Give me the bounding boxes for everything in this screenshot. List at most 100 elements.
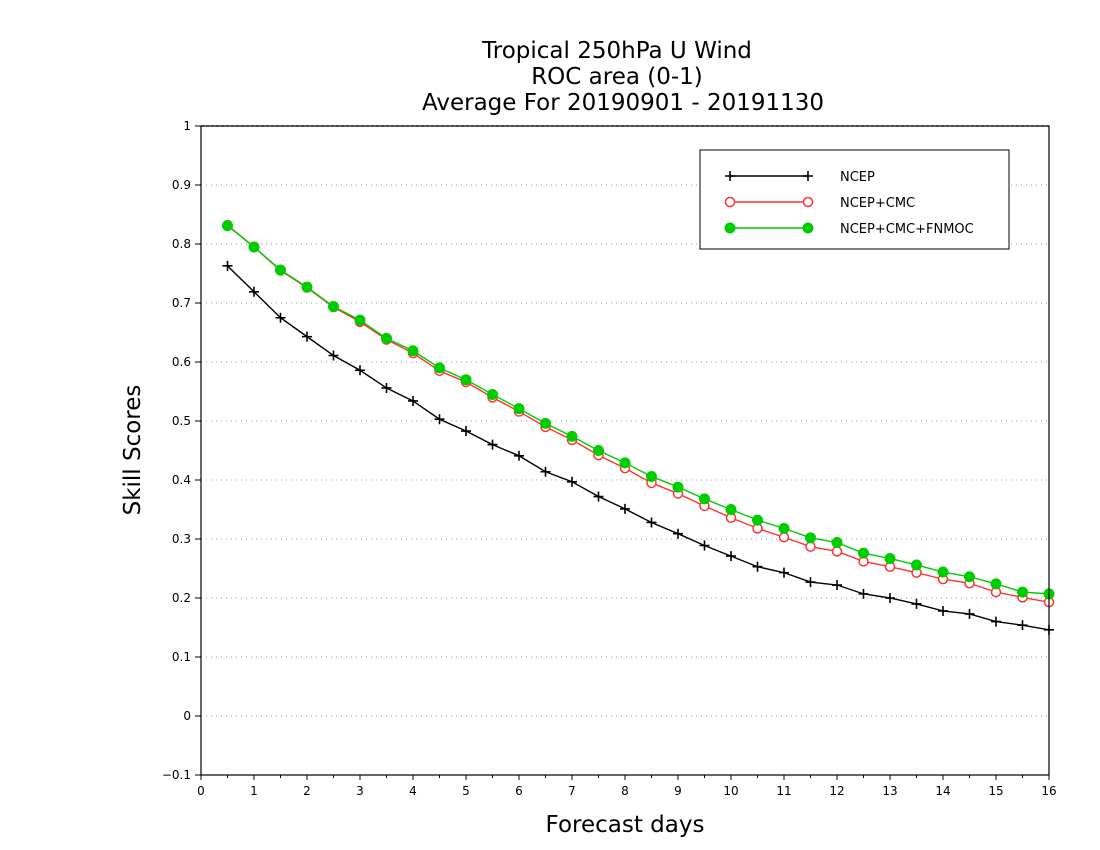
data-point-ncep [461, 426, 471, 437]
data-point-ncep-cmc [778, 531, 790, 543]
data-point-ncep [938, 605, 948, 616]
data-point-ncep [752, 561, 763, 572]
legend-label: NCEP [840, 170, 875, 185]
data-point-ncep [249, 286, 259, 297]
data-point-ncep [964, 608, 975, 619]
y-tick-label: 0 [183, 709, 191, 723]
title-line-2: ROC area (0-1) [531, 64, 703, 90]
data-point-ncep-cmc-fnmoc [619, 457, 631, 469]
data-point-ncep [699, 540, 710, 551]
x-tick-label: 6 [515, 784, 523, 798]
data-point-ncep-cmc-fnmoc [884, 552, 896, 564]
legend: NCEP NCEP+CMC NCEP+CMC+FNMOC [699, 149, 1010, 250]
y-tick-label: 1 [183, 119, 191, 133]
legend-label: NCEP+CMC+FNMOC [840, 222, 974, 237]
x-tick-label: 2 [303, 784, 311, 798]
x-tick-label: 0 [197, 784, 205, 798]
data-point-ncep-cmc-fnmoc [964, 571, 975, 583]
data-point-ncep [805, 577, 816, 588]
series-line-ncep-cmc-fnmoc [227, 225, 1050, 595]
legend-item-ncep-cmc: NCEP+CMC [724, 196, 915, 211]
y-tick-label: 0.6 [172, 355, 191, 369]
y-tick-label: 0.2 [172, 591, 191, 605]
legend-marker [803, 171, 813, 181]
data-point-ncep [885, 593, 895, 603]
data-point-ncep-cmc-fnmoc [805, 532, 816, 544]
data-point-ncep-cmc-fnmoc [407, 345, 419, 357]
data-point-ncep [487, 439, 498, 450]
legend-box [699, 149, 1010, 250]
data-point-ncep [355, 365, 365, 376]
data-point-ncep [991, 616, 1001, 627]
legend-marker [724, 196, 736, 208]
data-point-ncep [620, 503, 630, 514]
data-point-ncep-cmc-fnmoc [540, 417, 551, 429]
data-point-ncep-cmc [805, 541, 816, 552]
data-point-ncep-cmc-fnmoc [858, 547, 869, 559]
data-point-ncep [275, 312, 286, 323]
data-point-ncep-cmc-fnmoc [222, 220, 233, 232]
data-point-ncep [593, 491, 604, 502]
data-point-ncep [381, 382, 392, 393]
x-tick-label: 12 [829, 784, 844, 798]
data-point-ncep-cmc-fnmoc [1017, 586, 1028, 598]
y-axis-ticks: −0.1 0 0.1 0.2 0.3 0.4 0.5 0.6 0.7 0.8 0.9 1 [162, 119, 201, 782]
y-axis-label: Skill Scores [120, 385, 146, 516]
y-tick-label: 0.4 [172, 473, 191, 487]
series-line-ncep-cmc [227, 224, 1050, 603]
y-tick-label: −0.1 [162, 768, 191, 782]
legend-marker [724, 222, 736, 234]
data-point-ncep-cmc-fnmoc [460, 374, 472, 386]
y-tick-label: 0.1 [172, 650, 191, 664]
x-tick-label: 7 [568, 784, 576, 798]
x-tick-label: 4 [409, 784, 417, 798]
data-point-ncep-cmc-fnmoc [566, 430, 578, 442]
x-tick-label: 16 [1041, 784, 1056, 798]
data-point-ncep-cmc-fnmoc [672, 481, 684, 493]
data-point-ncep [1017, 620, 1028, 631]
data-point-ncep-cmc-fnmoc [354, 314, 366, 326]
data-point-ncep-cmc-fnmoc [778, 522, 790, 534]
data-point-ncep [222, 260, 233, 271]
y-tick-label: 0.3 [172, 532, 191, 546]
legend-marker [802, 222, 814, 234]
data-point-ncep [646, 517, 657, 528]
x-axis-ticks: 0 1 2 3 4 5 6 7 8 9 10 11 12 13 14 15 16 [197, 775, 1057, 798]
series-ncep-cmc-fnmoc [222, 220, 1055, 600]
series-line-ncep [227, 265, 1050, 631]
data-point-ncep-cmc-fnmoc [725, 504, 737, 515]
title-line-1: Tropical 250hPa U Wind [481, 38, 752, 64]
x-tick-label: 13 [882, 784, 897, 798]
data-point-ncep-cmc-fnmoc [831, 537, 843, 549]
data-point-ncep-cmc-fnmoc [990, 578, 1002, 590]
data-point-ncep-cmc-fnmoc [937, 566, 949, 578]
data-point-ncep-cmc-fnmoc [248, 241, 260, 253]
y-tick-label: 0.7 [172, 296, 191, 310]
legend-item-ncep-cmc-fnmoc: NCEP+CMC+FNMOC [724, 222, 974, 237]
x-axis-label: Forecast days [546, 812, 705, 838]
chart-title: Tropical 250hPa U Wind ROC area (0-1) Av… [422, 38, 824, 116]
data-point-ncep [832, 580, 842, 591]
legend-marker [802, 196, 814, 208]
series-ncep-cmc [222, 219, 1055, 608]
x-tick-label: 10 [723, 784, 738, 798]
data-point-ncep [514, 450, 524, 461]
data-point-ncep-cmc-fnmoc [752, 514, 763, 526]
legend-label: NCEP+CMC [840, 196, 915, 211]
data-point-ncep-cmc-fnmoc [487, 388, 498, 400]
y-tick-label: 0.9 [172, 178, 191, 192]
data-point-ncep [434, 414, 445, 425]
x-tick-label: 9 [674, 784, 682, 798]
x-tick-label: 15 [988, 784, 1003, 798]
data-point-ncep-cmc-fnmoc [301, 281, 313, 293]
data-point-ncep-cmc-fnmoc [381, 332, 392, 344]
data-point-ncep-cmc-fnmoc [593, 445, 604, 456]
data-series [222, 219, 1055, 635]
data-point-ncep-cmc-fnmoc [646, 470, 657, 482]
data-point-ncep [328, 350, 339, 361]
data-point-ncep-cmc-fnmoc [699, 493, 710, 505]
data-point-ncep [779, 567, 789, 578]
legend-items: NCEP NCEP+CMC NCEP+CMC+FNMOC [724, 170, 974, 237]
title-line-3: Average For 20190901 - 20191130 [422, 90, 824, 116]
